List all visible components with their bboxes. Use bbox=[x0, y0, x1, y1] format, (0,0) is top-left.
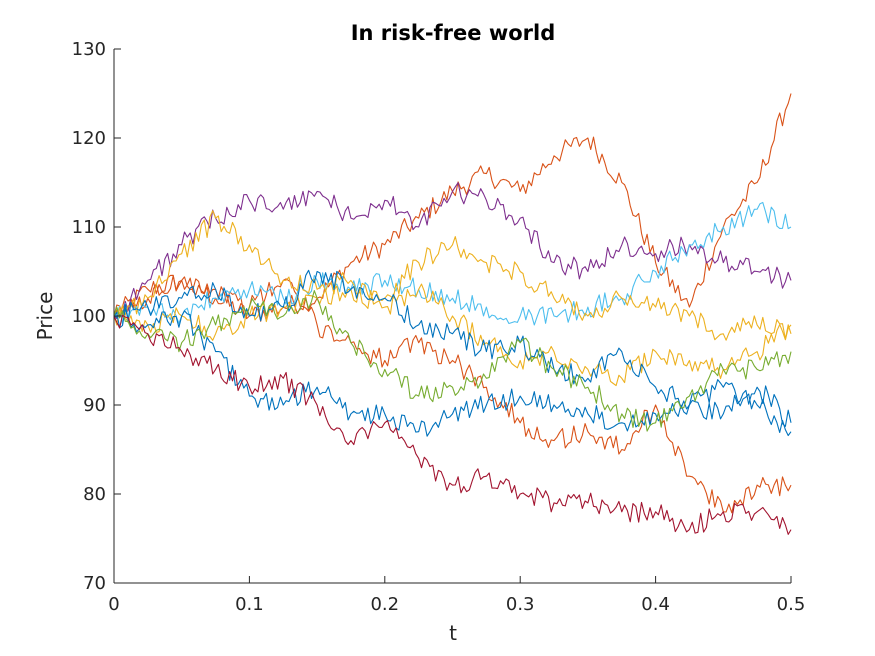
series-line-8 bbox=[113, 308, 792, 437]
y-tick-label: 120 bbox=[72, 128, 106, 149]
series-layer bbox=[113, 93, 792, 535]
x-tick-label: 0 bbox=[108, 594, 119, 615]
y-tick-label: 130 bbox=[72, 39, 106, 60]
y-tick-label: 90 bbox=[83, 395, 106, 416]
x-tick-label: 0.4 bbox=[641, 594, 670, 615]
y-tick-label: 110 bbox=[72, 217, 106, 238]
series-line-6 bbox=[113, 283, 792, 387]
series-line-2 bbox=[113, 275, 792, 514]
chart-title: In risk-free world bbox=[351, 21, 556, 45]
y-axis-label: Price bbox=[33, 292, 57, 341]
series-line-5 bbox=[113, 210, 792, 341]
y-tick-label: 80 bbox=[83, 484, 106, 505]
series-line-9 bbox=[113, 290, 792, 432]
x-axis-label: t bbox=[449, 621, 457, 645]
series-line-1 bbox=[113, 93, 792, 322]
x-tick-label: 0.5 bbox=[777, 594, 806, 615]
series-line-10 bbox=[113, 314, 792, 535]
series-line-4 bbox=[113, 201, 792, 326]
y-tick-label: 100 bbox=[72, 306, 106, 327]
x-tick-label: 0.1 bbox=[235, 594, 264, 615]
x-tick-label: 0.3 bbox=[506, 594, 535, 615]
series-line-7 bbox=[113, 269, 792, 427]
axes-layer: 0 0.1 0.2 0.3 0.4 0.5 70 80 90 100 110 120 130 bbox=[72, 39, 806, 615]
x-tick-label: 0.2 bbox=[370, 594, 399, 615]
y-tick-label: 70 bbox=[83, 573, 106, 594]
series-line-3 bbox=[113, 182, 792, 320]
